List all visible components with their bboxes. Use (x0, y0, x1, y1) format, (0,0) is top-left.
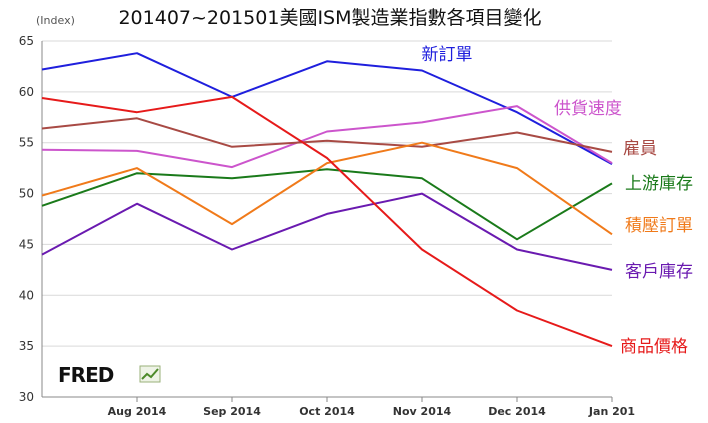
series-line (41, 105, 613, 169)
y-axis-ticks: 30 35 40 45 50 55 60 65 (19, 34, 34, 404)
series-label: 新訂單 (422, 45, 473, 65)
x-tick-label: Oct 2014 (299, 405, 355, 418)
y-tick-label: 65 (19, 34, 34, 48)
series-line (41, 141, 613, 236)
series-line (41, 52, 613, 165)
series-label: 商品價格 (620, 337, 688, 357)
x-tick-label: Aug 2014 (108, 405, 167, 418)
y-tick-label: 50 (19, 187, 34, 201)
series-label: 客戶庫存 (625, 262, 693, 282)
y-tick-label: 35 (19, 339, 34, 353)
fred-chart-icon (139, 365, 161, 383)
series-label: 雇員 (623, 139, 657, 159)
y-tick-label: 45 (19, 237, 34, 251)
y-tick-label: 40 (19, 288, 34, 302)
x-tick-label: Sep 2014 (203, 405, 261, 418)
x-tick-label: Jan 201 (588, 405, 635, 418)
fred-logo-text: FRED (58, 363, 114, 387)
series-lines (41, 52, 613, 348)
x-axis-ticks: Aug 2014 Sep 2014 Oct 2014 Nov 2014 Dec 2014… (108, 397, 635, 418)
series-line (41, 192, 613, 271)
series-line (41, 95, 613, 348)
series-line (41, 117, 613, 153)
series-line (41, 168, 613, 241)
series-label: 供貨速度 (554, 99, 622, 119)
series-label: 上游庫存 (625, 174, 693, 194)
fred-logo: FRED (58, 363, 161, 387)
y-tick-label: 30 (19, 390, 34, 404)
grid (41, 40, 612, 398)
y-axis-unit: (Index) (36, 14, 75, 27)
y-tick-label: 60 (19, 85, 34, 99)
x-tick-label: Nov 2014 (393, 405, 452, 418)
chart-title: 201407~201501美國ISM製造業指數各項目變化 (118, 7, 541, 29)
x-tick-label: Dec 2014 (488, 405, 546, 418)
y-tick-label: 55 (19, 136, 34, 150)
series-label: 積壓訂單 (625, 216, 693, 236)
